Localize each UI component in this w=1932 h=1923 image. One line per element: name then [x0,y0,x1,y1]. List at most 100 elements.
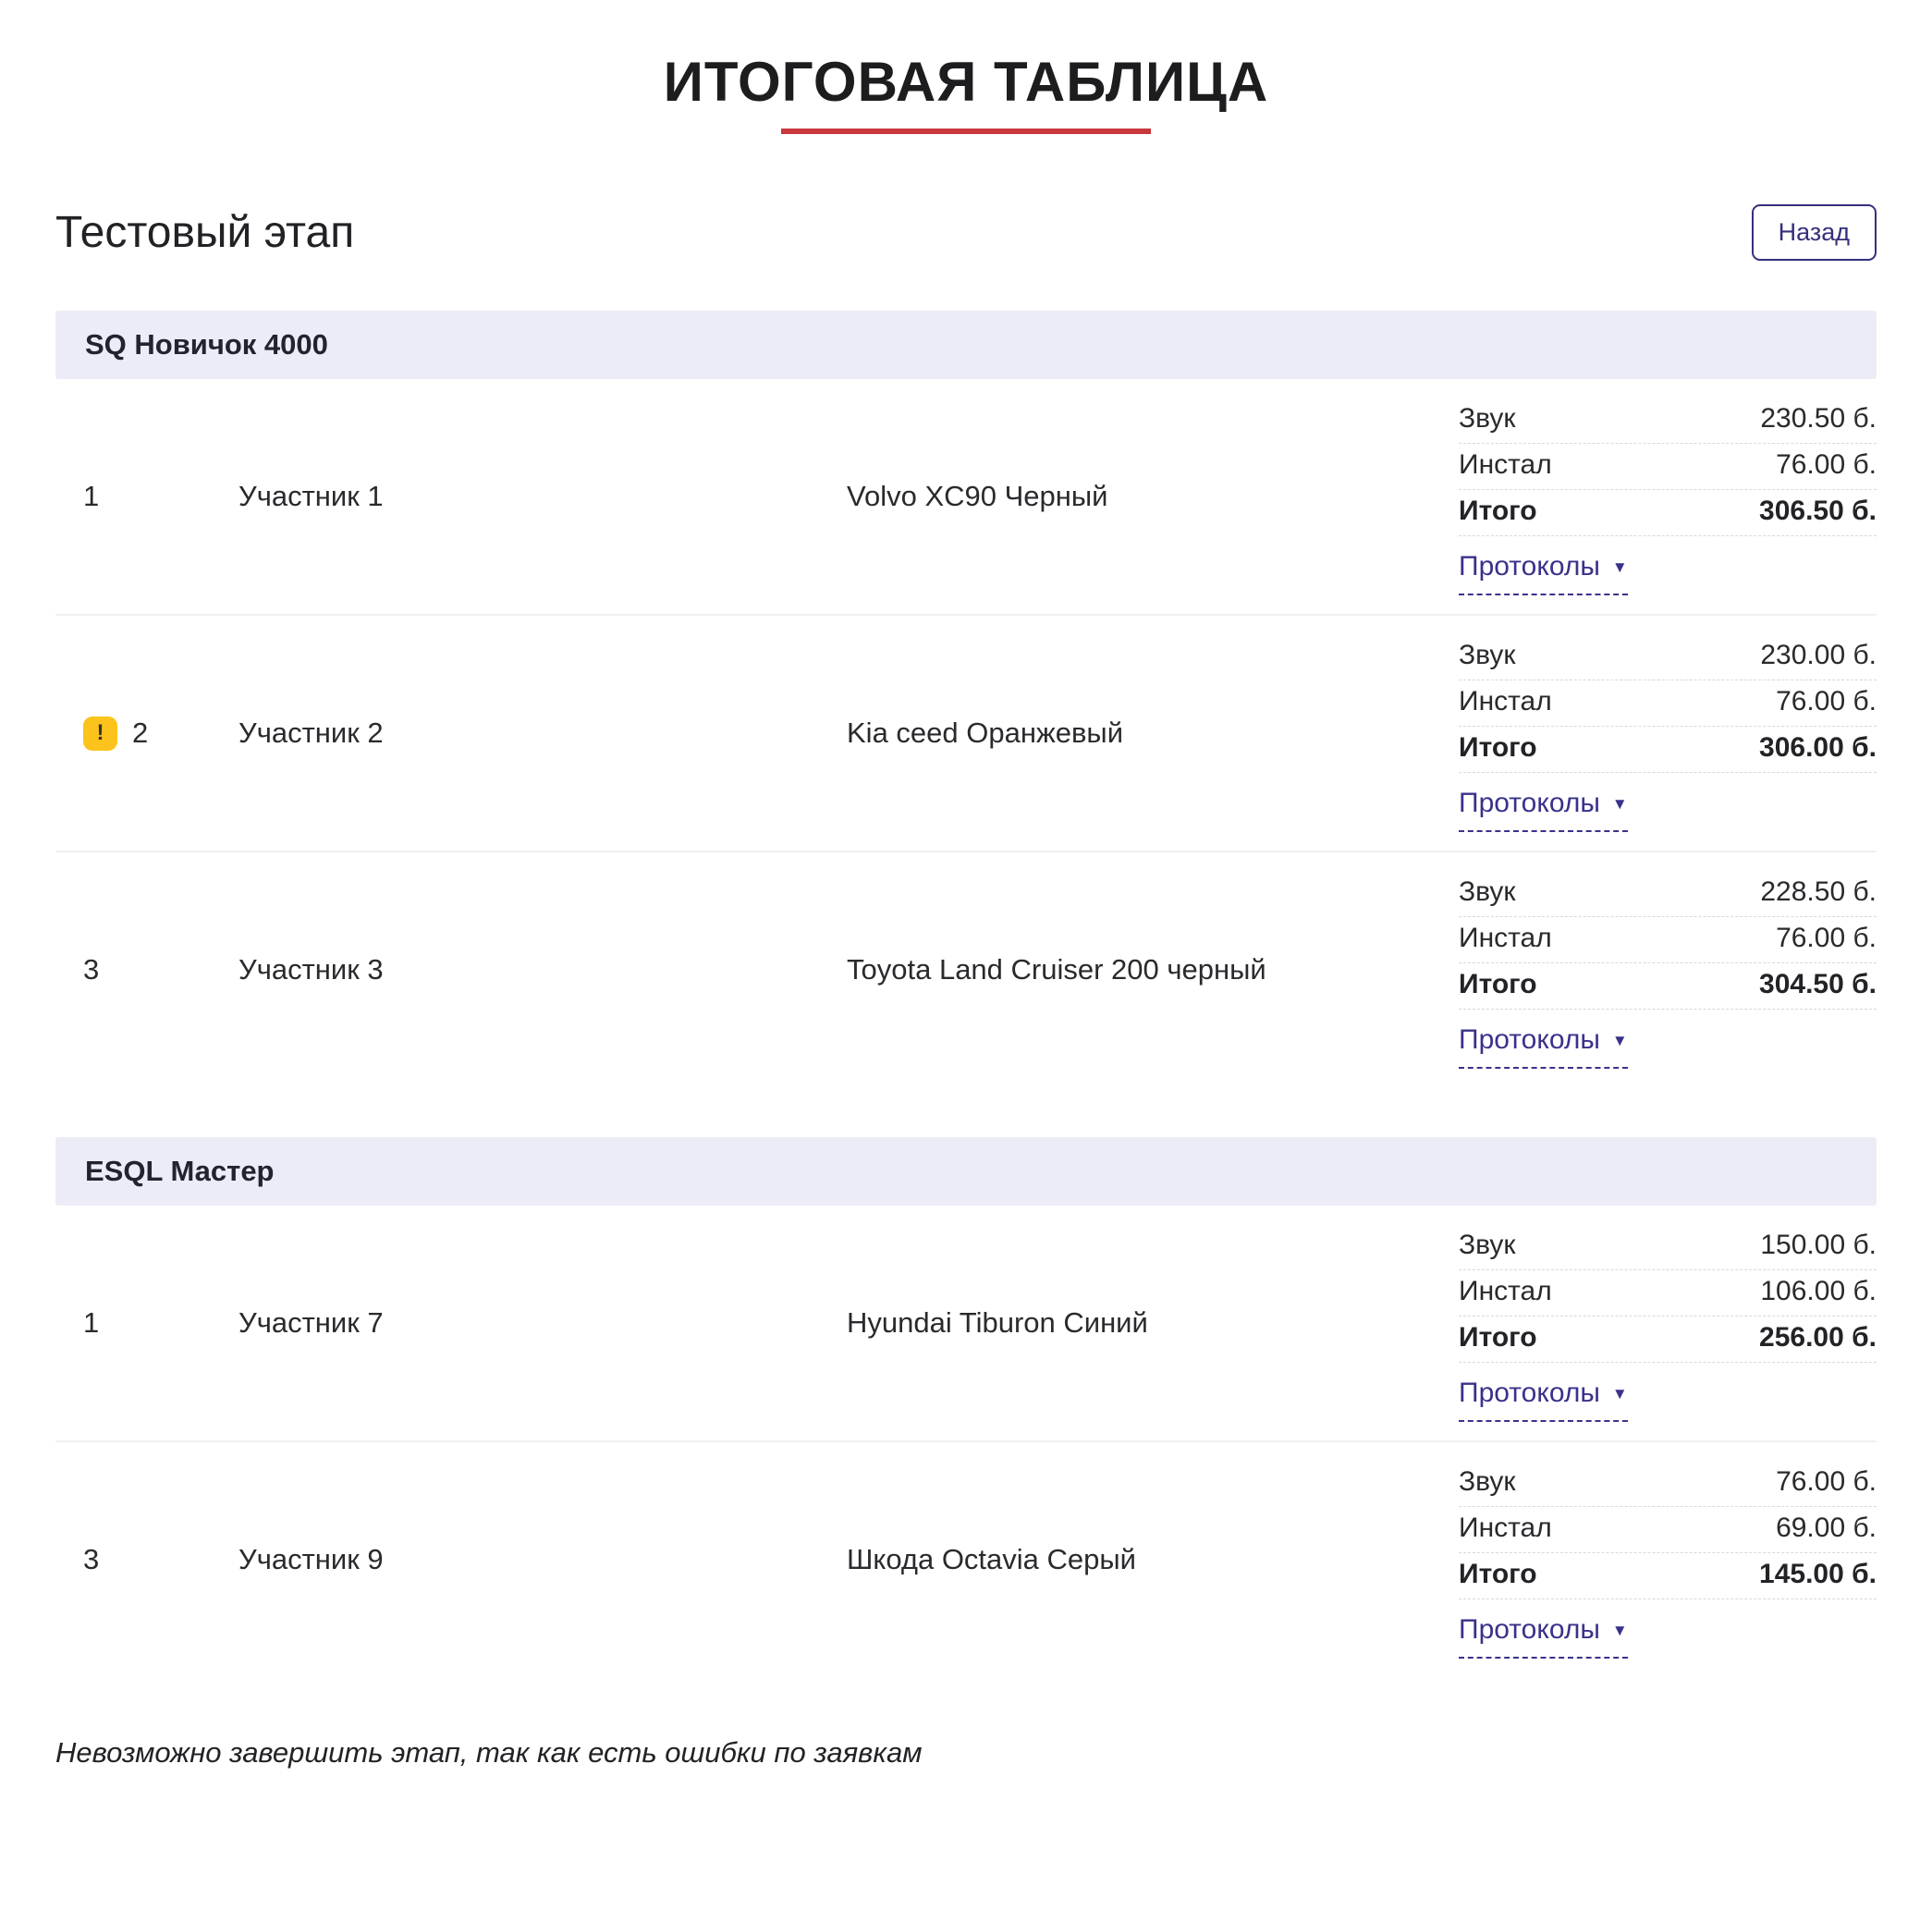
participant-name: Участник 2 [238,717,384,749]
protocols-link[interactable]: Протоколы ▼ [1459,1614,1628,1659]
section-header: SQ Новичок 4000 [55,311,1877,379]
rank-label: 3 [83,1543,100,1575]
score-line-sound: Звук 76.00 б. [1459,1461,1877,1507]
car-name: Kia ceed Оранжевый [847,717,1124,749]
protocols-wrap: Протоколы ▼ [1459,551,1877,595]
score-value: 228.50 б. [1760,876,1877,907]
score-line-total: Итого 306.00 б. [1459,727,1877,773]
result-row: 1 Участник 7 Hyundai Tiburon Синий Звук … [55,1206,1877,1442]
score-value: 69.00 б. [1776,1513,1877,1543]
rank-label: 3 [83,953,100,986]
score-value: 145.00 б. [1759,1559,1877,1589]
protocols-label: Протоколы [1459,1378,1600,1408]
score-line-sound: Звук 228.50 б. [1459,871,1877,917]
score-value: 306.00 б. [1759,732,1877,763]
score-value: 76.00 б. [1776,449,1877,480]
score-value: 76.00 б. [1776,686,1877,717]
score-label: Звук [1459,640,1516,670]
score-value: 306.50 б. [1759,496,1877,526]
protocols-link[interactable]: Протоколы ▼ [1459,1378,1628,1422]
result-row: 3 Участник 3 Toyota Land Cruiser 200 чер… [55,852,1877,1087]
title-underline [781,129,1151,134]
page-header: ИТОГОВАЯ ТАБЛИЦА [55,41,1877,134]
stage-title: Тестовый этап [55,208,355,257]
participant-name: Участник 9 [238,1543,384,1575]
chevron-down-icon: ▼ [1611,557,1628,576]
score-line-install: Инстал 76.00 б. [1459,917,1877,963]
score-line-total: Итого 304.50 б. [1459,963,1877,1010]
rank-label: 2 [132,717,149,749]
protocols-label: Протоколы [1459,551,1600,582]
score-label: Итого [1459,969,1537,999]
score-line-total: Итого 306.50 б. [1459,490,1877,536]
score-line-sound: Звук 230.50 б. [1459,398,1877,444]
protocols-link[interactable]: Протоколы ▼ [1459,788,1628,832]
protocols-wrap: Протоколы ▼ [1459,1378,1877,1422]
protocols-link[interactable]: Протоколы ▼ [1459,551,1628,595]
score-label: Итого [1459,1322,1537,1353]
rank-cell: 1 [83,480,238,513]
score-label: Инстал [1459,923,1552,953]
score-line-sound: Звук 230.00 б. [1459,634,1877,680]
chevron-down-icon: ▼ [1611,1384,1628,1402]
chevron-down-icon: ▼ [1611,1621,1628,1639]
chevron-down-icon: ▼ [1611,794,1628,813]
score-label: Инстал [1459,1513,1552,1543]
score-block: Звук 150.00 б. Инстал 106.00 б. Итого 25… [1459,1224,1877,1422]
score-label: Инстал [1459,1276,1552,1306]
section-header: ESQL Мастер [55,1137,1877,1206]
protocols-wrap: Протоколы ▼ [1459,1024,1877,1069]
score-label: Звук [1459,1466,1516,1497]
car-name: Volvo XC90 Черный [847,480,1108,512]
stage-bar: Тестовый этап Назад [55,204,1877,261]
rank-cell: 3 [83,953,238,986]
score-line-total: Итого 145.00 б. [1459,1553,1877,1599]
protocols-label: Протоколы [1459,1614,1600,1645]
score-line-install: Инстал 76.00 б. [1459,680,1877,727]
score-line-install: Инстал 76.00 б. [1459,444,1877,490]
score-label: Итого [1459,1559,1537,1589]
score-value: 256.00 б. [1759,1322,1877,1353]
result-row: 1 Участник 1 Volvo XC90 Черный Звук 230.… [55,379,1877,616]
score-label: Итого [1459,496,1537,526]
result-row: ! 2 Участник 2 Kia ceed Оранжевый Звук 2… [55,616,1877,852]
result-row: 3 Участник 9 Шкода Octavia Серый Звук 76… [55,1442,1877,1677]
section-sq-novice: SQ Новичок 4000 1 Участник 1 Volvo XC90 … [55,311,1877,1087]
rank-cell: 3 [83,1543,238,1576]
score-label: Звук [1459,876,1516,907]
section-esql-master: ESQL Мастер 1 Участник 7 Hyundai Tiburon… [55,1137,1877,1677]
score-line-install: Инстал 69.00 б. [1459,1507,1877,1553]
score-label: Инстал [1459,449,1552,480]
score-line-total: Итого 256.00 б. [1459,1317,1877,1363]
participant-name: Участник 3 [238,953,384,986]
score-value: 76.00 б. [1776,1466,1877,1497]
rank-label: 1 [83,1306,100,1339]
score-value: 150.00 б. [1760,1230,1877,1260]
score-value: 230.00 б. [1760,640,1877,670]
protocols-wrap: Протоколы ▼ [1459,1614,1877,1659]
score-block: Звук 230.50 б. Инстал 76.00 б. Итого 306… [1459,398,1877,595]
protocols-label: Протоколы [1459,788,1600,818]
car-name: Hyundai Tiburon Синий [847,1306,1148,1339]
participant-name: Участник 7 [238,1306,384,1339]
score-label: Звук [1459,403,1516,434]
score-block: Звук 76.00 б. Инстал 69.00 б. Итого 145.… [1459,1461,1877,1659]
score-line-sound: Звук 150.00 б. [1459,1224,1877,1270]
score-value: 76.00 б. [1776,923,1877,953]
score-label: Звук [1459,1230,1516,1260]
score-label: Итого [1459,732,1537,763]
score-label: Инстал [1459,686,1552,717]
car-name: Toyota Land Cruiser 200 черный [847,953,1266,986]
protocols-label: Протоколы [1459,1024,1600,1055]
rank-cell: ! 2 [83,716,238,751]
rank-cell: 1 [83,1306,238,1340]
car-name: Шкода Octavia Серый [847,1543,1136,1575]
participant-name: Участник 1 [238,480,384,512]
score-value: 304.50 б. [1759,969,1877,999]
protocols-link[interactable]: Протоколы ▼ [1459,1024,1628,1069]
score-value: 230.50 б. [1760,403,1877,434]
score-block: Звук 230.00 б. Инстал 76.00 б. Итого 306… [1459,634,1877,832]
back-button[interactable]: Назад [1751,204,1877,261]
rank-label: 1 [83,480,100,512]
page-title: ИТОГОВАЯ ТАБЛИЦА [663,51,1269,113]
